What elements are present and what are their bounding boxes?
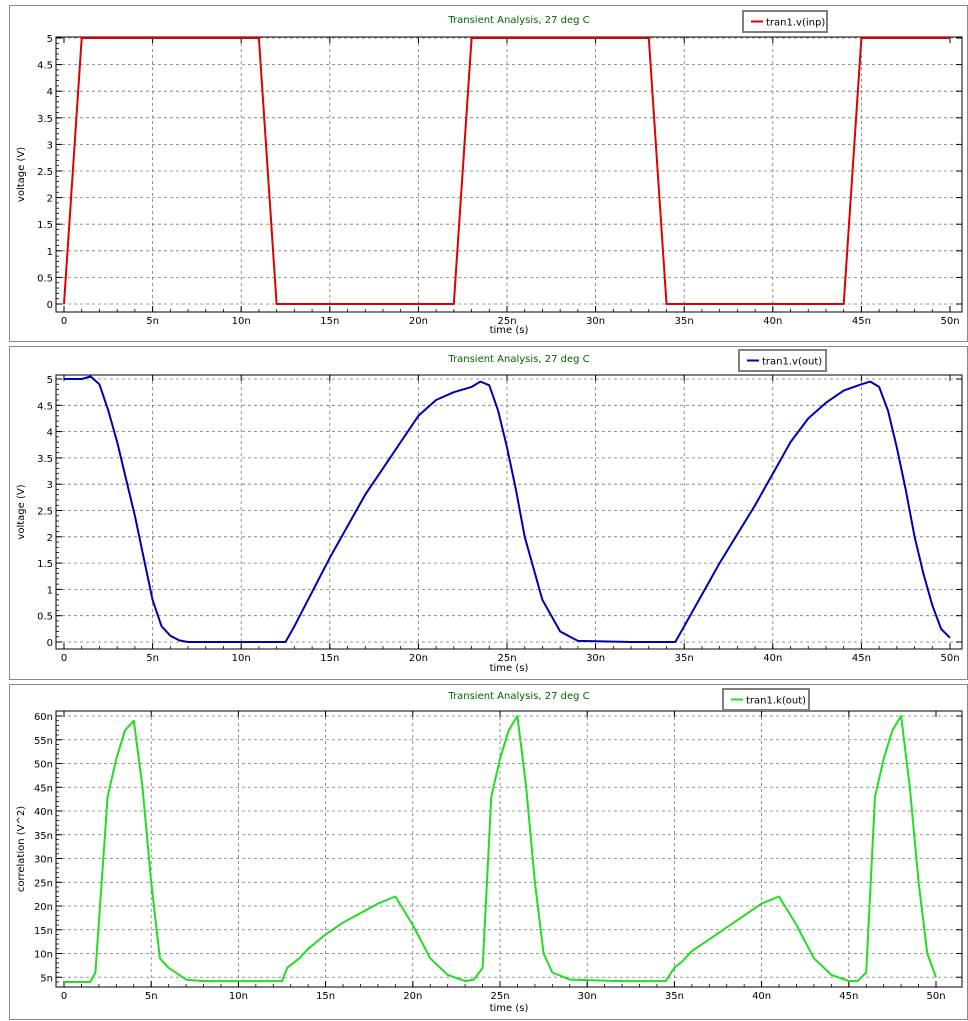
- y-tick-label: 5: [47, 34, 53, 45]
- y-tick-label: 1: [47, 247, 53, 258]
- y-tick-label: 4: [47, 428, 53, 439]
- plot-frame: [55, 36, 963, 313]
- y-tick-label: 15n: [34, 926, 53, 937]
- y-tick-label: 25n: [34, 878, 53, 889]
- y-tick-label: 5n: [40, 973, 53, 984]
- legend-label: tran1.k(out): [746, 696, 806, 707]
- x-tick-label: 5n: [145, 991, 158, 1002]
- y-axis-label: correlation (V^2): [16, 806, 27, 892]
- y-tick-label: 2: [47, 533, 53, 544]
- x-tick-label: 45n: [839, 991, 858, 1002]
- x-tick-label: 15n: [320, 316, 339, 327]
- x-tick-label: 35n: [675, 653, 694, 664]
- y-tick-label: 2.5: [37, 507, 53, 518]
- input-voltage-chart: 0 5n 10n 15n 20n 25n 30n 35n 40n 45n 50n 0 0.5 1 1.5 2 2…: [16, 10, 963, 336]
- x-axis-label: time (s): [490, 1003, 529, 1014]
- x-tick-label: 50n: [926, 991, 945, 1002]
- x-tick-label: 50n: [940, 653, 959, 664]
- y-tick-label: 40n: [34, 807, 53, 818]
- y-tick-label: 3: [47, 140, 53, 151]
- chart-panel-correlation: 0 5n 10n 15n 20n 25n 30n 35n 40n 45n 50n 5n 10n 15n 20…: [9, 684, 968, 1020]
- series-line: [64, 375, 951, 643]
- legend-box: [738, 349, 827, 372]
- y-tick-label: 3: [47, 480, 53, 491]
- x-tick-label: 0: [61, 653, 67, 664]
- y-axis-label: voltage (V): [16, 484, 27, 539]
- y-tick-label: 3.5: [37, 114, 53, 125]
- x-tick-label: 45n: [852, 316, 871, 327]
- x-tick-label: 0: [61, 991, 67, 1002]
- x-tick-label: 45n: [852, 653, 871, 664]
- x-tick-label: 20n: [409, 316, 428, 327]
- y-tick-label: 0: [47, 300, 53, 311]
- x-tick-label: 5n: [146, 316, 159, 327]
- x-axis-label: time (s): [490, 663, 529, 674]
- output-voltage-chart: 0 5n 10n 15n 20n 25n 30n 35n 40n 45n 50n 0 0.5 1 1.5 2 2…: [16, 349, 963, 674]
- x-tick-label: 35n: [665, 991, 684, 1002]
- chart-title: Transient Analysis, 27 deg C: [447, 354, 589, 365]
- x-tick-label: 10n: [232, 653, 251, 664]
- x-tick-label: 40n: [763, 316, 782, 327]
- y-tick-label: 2: [47, 194, 53, 205]
- legend-box: [722, 688, 810, 711]
- y-tick-label: 20n: [34, 902, 53, 913]
- x-tick-label: 30n: [586, 653, 605, 664]
- x-tick-label: 40n: [763, 653, 782, 664]
- x-tick-label: 50n: [940, 316, 959, 327]
- plot-frame: [55, 374, 963, 650]
- y-tick-label: 45n: [34, 783, 53, 794]
- y-tick-label: 5: [47, 375, 53, 386]
- x-tick-label: 10n: [232, 316, 251, 327]
- x-tick-label: 25n: [497, 653, 516, 664]
- x-tick-label: 20n: [409, 653, 428, 664]
- series-line: [63, 37, 950, 305]
- y-tick-label: 1.5: [37, 559, 53, 570]
- y-tick-label: 55n: [34, 736, 53, 747]
- plot-frame: [55, 710, 963, 988]
- x-tick-label: 10n: [229, 991, 248, 1002]
- x-tick-label: 5n: [146, 653, 159, 664]
- y-tick-label: 4.5: [37, 61, 53, 72]
- y-tick-label: 50n: [34, 760, 53, 771]
- legend-box: [742, 10, 828, 33]
- y-tick-label: 4.5: [37, 401, 53, 412]
- x-tick-label: 15n: [316, 991, 335, 1002]
- x-tick-label: 30n: [578, 991, 597, 1002]
- x-tick-label: 0: [61, 316, 67, 327]
- series-line: [64, 715, 937, 983]
- chart-title: Transient Analysis, 27 deg C: [447, 15, 589, 26]
- x-tick-label: 40n: [752, 991, 771, 1002]
- y-tick-label: 35n: [34, 831, 53, 842]
- y-tick-label: 4: [47, 87, 53, 98]
- x-axis-label: time (s): [490, 325, 529, 336]
- y-tick-label: 60n: [34, 712, 53, 723]
- x-tick-label: 30n: [586, 316, 605, 327]
- x-tick-label: 20n: [403, 991, 422, 1002]
- y-tick-label: 3.5: [37, 454, 53, 465]
- y-axis-label: voltage (V): [16, 147, 27, 202]
- x-tick-label: 35n: [675, 316, 694, 327]
- x-tick-label: 25n: [490, 991, 509, 1002]
- y-tick-label: 0.5: [37, 612, 53, 623]
- chart-panel-output: 0 5n 10n 15n 20n 25n 30n 35n 40n 45n 50n 0 0.5 1 1.5 2 2…: [9, 346, 968, 680]
- chart-panel-input: 0 5n 10n 15n 20n 25n 30n 35n 40n 45n 50n 0 0.5 1 1.5 2 2…: [9, 5, 968, 342]
- y-tick-label: 2.5: [37, 167, 53, 178]
- y-tick-label: 1: [47, 585, 53, 596]
- y-tick-label: 1.5: [37, 220, 53, 231]
- y-tick-label: 0: [47, 638, 53, 649]
- y-tick-label: 30n: [34, 855, 53, 866]
- x-tick-label: 25n: [497, 316, 516, 327]
- chart-title: Transient Analysis, 27 deg C: [447, 691, 589, 702]
- y-tick-label: 0.5: [37, 273, 53, 284]
- y-tick-label: 10n: [34, 950, 53, 961]
- legend-label: tran1.v(out): [762, 357, 822, 368]
- x-tick-label: 15n: [320, 653, 339, 664]
- legend-label: tran1.v(inp): [766, 18, 825, 29]
- correlation-chart: 0 5n 10n 15n 20n 25n 30n 35n 40n 45n 50n 5n 10n 15n 20…: [16, 688, 963, 1014]
